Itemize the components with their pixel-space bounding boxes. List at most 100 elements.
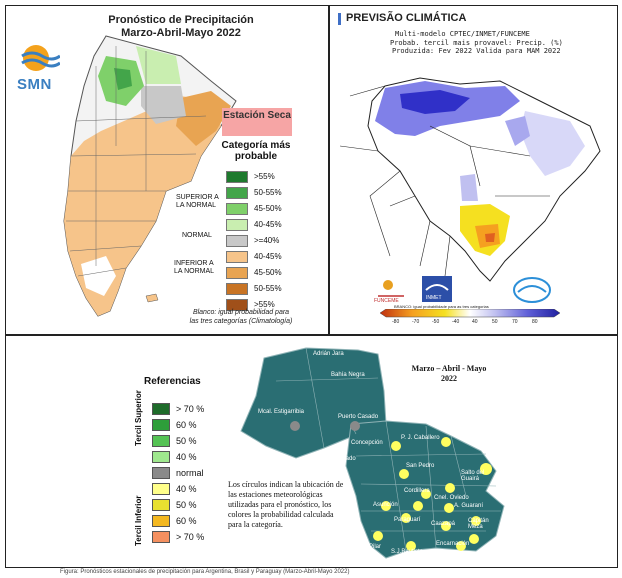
legend-swatch bbox=[226, 283, 248, 295]
group-superior-label: SUPERIOR A LA NORMAL bbox=[176, 194, 219, 209]
argentina-legend-item: 50-55% bbox=[226, 283, 316, 296]
city-pilar: Pilar bbox=[369, 544, 382, 550]
tercil-superior-label: Tercil Superior bbox=[134, 390, 143, 446]
city-adrian-jara: Adrián Jara bbox=[313, 351, 344, 357]
paraguay-legend-label: 50 % bbox=[176, 436, 197, 446]
brazil-panel: PREVISÃO CLIMÁTICA Multi-modelo CPTEC/IN… bbox=[329, 5, 618, 335]
legend-label: 50-55% bbox=[254, 284, 282, 293]
figure-caption: Figura: Pronósticos estacionales de prec… bbox=[60, 569, 350, 575]
funceme-logo-text: FUNCEME bbox=[374, 298, 399, 304]
city-capitan-meza: Capitán Meza bbox=[468, 518, 489, 530]
city-caazapa: Caazapá bbox=[431, 521, 456, 527]
referencias-title: Referencias bbox=[144, 376, 201, 387]
paraguay-legend-label: 40 % bbox=[176, 484, 197, 494]
legend-label: 40-45% bbox=[254, 252, 282, 261]
legend-label: 45-50% bbox=[254, 204, 282, 213]
paraguay-panel: Adrián Jara Bahía Negra Mcal. Estigarrib… bbox=[5, 335, 618, 568]
city-asuncion: Asunción bbox=[373, 502, 398, 508]
paraguay-legend-swatch bbox=[152, 499, 170, 511]
brazil-colorbar bbox=[380, 309, 560, 318]
funceme-logo-icon bbox=[378, 280, 404, 297]
paraguay-legend-label: > 70 % bbox=[176, 532, 205, 542]
paraguay-legend-swatch bbox=[152, 483, 170, 495]
paraguay-note: Los círculos indican la ubicación de las… bbox=[228, 480, 348, 530]
argentina-legend-item: 40-45% bbox=[226, 219, 316, 232]
legend-swatch bbox=[226, 251, 248, 263]
city-salto-guaira: Salto del Guairá bbox=[461, 470, 485, 482]
paraguay-title-line2: 2022 bbox=[441, 374, 457, 383]
argentina-title: Pronóstico de Precipitación Marzo-Abril-… bbox=[66, 14, 296, 40]
brazil-map bbox=[339, 77, 601, 282]
smn-logo-icon bbox=[21, 45, 60, 71]
city-cordillera: Cordillera bbox=[404, 488, 430, 494]
legend-label: >55% bbox=[254, 300, 275, 309]
smn-logo-text: SMN bbox=[17, 76, 52, 93]
brazil-subtitle-1: Multi-modelo CPTEC/INMET/FUNCEME bbox=[395, 30, 530, 38]
city-puerto-casado: Puerto Casado bbox=[338, 414, 379, 420]
legend-swatch bbox=[226, 187, 248, 199]
paraguay-legend-swatch bbox=[152, 419, 170, 431]
argentina-note: Blanco: igual probabilidad para las tres… bbox=[161, 308, 321, 326]
colorbar-tick-label: 40 bbox=[472, 319, 478, 325]
city-bahia-negra: Bahía Negra bbox=[331, 372, 365, 378]
category-title: Categoría más probable bbox=[221, 140, 291, 162]
paraguay-legend-label: 60 % bbox=[176, 420, 197, 430]
paraguay-legend-label: > 70 % bbox=[176, 404, 205, 414]
paraguay-title: Marzo – Abril - Mayo 2022 bbox=[399, 364, 499, 384]
argentina-legend-item: 50-55% bbox=[226, 187, 316, 200]
legend-swatch bbox=[226, 235, 248, 247]
paraguay-title-line1: Marzo – Abril - Mayo bbox=[411, 364, 487, 373]
city-encarnacion: Encarnación bbox=[436, 541, 470, 547]
colorbar-note: BRANCO: igual probabilidade para as tres… bbox=[394, 304, 489, 309]
argentina-legend-item: 40-45% bbox=[226, 251, 316, 264]
legend-label: 45-50% bbox=[254, 268, 282, 277]
group-normal-label: NORMAL bbox=[182, 232, 212, 239]
legend-swatch bbox=[226, 299, 248, 311]
city-pozo-colorado: Pozo Colorado bbox=[316, 456, 356, 462]
legend-swatch bbox=[226, 171, 248, 183]
legend-label: 40-45% bbox=[254, 220, 282, 229]
city-guarani: A. Guaraní bbox=[454, 503, 484, 509]
city-pj-caballero: P. J. Caballero bbox=[401, 435, 440, 441]
paraguay-legend-swatch bbox=[152, 451, 170, 463]
argentina-title-line2: Marzo-Abril-Mayo 2022 bbox=[121, 27, 241, 39]
estacion-seca-label: Estación Seca bbox=[222, 108, 292, 136]
brazil-subtitle-3: Produzida: Fev 2022 Valida para MAM 2022 bbox=[392, 47, 561, 55]
paraguay-legend-swatch bbox=[152, 531, 170, 543]
legend-swatch bbox=[226, 267, 248, 279]
paraguay-legend-swatch bbox=[152, 467, 170, 479]
paraguay-legend-label: 60 % bbox=[176, 516, 197, 526]
city-san-juan-bautista: S.J.Bautista bbox=[391, 549, 424, 555]
city-concepcion: Concepción bbox=[351, 440, 383, 446]
colorbar-tick-label: -40 bbox=[452, 319, 460, 325]
legend-label: >=40% bbox=[254, 236, 280, 245]
paraguay-legend-label: 40 % bbox=[176, 452, 197, 462]
legend-swatch bbox=[226, 203, 248, 215]
argentina-legend-item: >=40% bbox=[226, 235, 316, 248]
brazil-title-accent bbox=[338, 13, 341, 25]
paraguay-legend-label: 50 % bbox=[176, 500, 197, 510]
legend-label: 50-55% bbox=[254, 188, 282, 197]
cptec-logo-icon bbox=[513, 277, 551, 303]
argentina-note-line1: Blanco: igual probabilidad para bbox=[192, 309, 290, 316]
paraguay-legend-swatch bbox=[152, 515, 170, 527]
colorbar-tick-label: -80 bbox=[392, 319, 400, 325]
inmet-logo-text: INMET bbox=[426, 295, 442, 301]
argentina-legend-item: 45-50% bbox=[226, 203, 316, 216]
paraguay-legend-swatch bbox=[152, 435, 170, 447]
paraguay-legend-swatch bbox=[152, 403, 170, 415]
legend-swatch bbox=[226, 219, 248, 231]
colorbar-tick-label: 50 bbox=[492, 319, 498, 325]
argentina-map bbox=[63, 35, 237, 317]
station-markers bbox=[290, 421, 492, 551]
group-inferior-label: INFERIOR A LA NORMAL bbox=[174, 260, 215, 275]
argentina-legend-item: >55% bbox=[226, 171, 316, 184]
argentina-note-line2: las tres categorías (Climatología) bbox=[189, 318, 293, 325]
brazil-subtitle-2: Probab. tercil mais provavel: Precip. (%… bbox=[390, 39, 563, 47]
argentina-panel: Pronóstico de Precipitación Marzo-Abril-… bbox=[5, 5, 329, 335]
city-coronel-oviedo: Cnel. Oviedo bbox=[434, 495, 469, 501]
argentina-legend-item: 45-50% bbox=[226, 267, 316, 280]
colorbar-tick-label: 80 bbox=[532, 319, 538, 325]
city-san-pedro: San Pedro bbox=[406, 463, 435, 469]
colorbar-tick-label: -50 bbox=[432, 319, 440, 325]
